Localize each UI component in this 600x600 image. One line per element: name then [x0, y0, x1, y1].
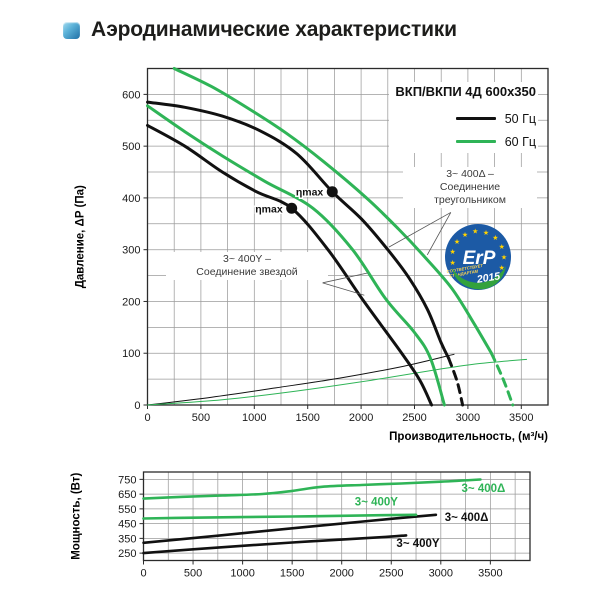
curve-dynamic-pressure-60hz [147, 358, 528, 406]
annotation-star-line2: Соединение звездой [196, 266, 298, 278]
legend-line-50hz-icon [455, 117, 496, 120]
x-tick-label: 1000 [242, 412, 266, 424]
erp-star-icon: ★ [483, 229, 489, 237]
erp-badge-name: ErP [463, 248, 496, 269]
curve-power-50hz-400delta [142, 513, 438, 545]
legend-title: ВКП/ВКПИ 4Д 600x350 [395, 84, 536, 99]
erp-leaf-icon [452, 266, 506, 290]
erp-badge-subtext1: СООТВЕТСТВУЕТ [446, 263, 484, 274]
page-title: Аэродинамические характеристики [91, 18, 457, 41]
y-axis-title: Мощность, (Вт) [71, 473, 83, 560]
x-tick-label: 3500 [478, 568, 502, 580]
y-axis-title: Давление, ΔP (Па) [75, 185, 87, 288]
curve-50hz-400delta-ext [447, 356, 465, 407]
curve-dynamic-pressure-50hz [147, 353, 455, 406]
eta-max-label: ηmax [296, 187, 324, 199]
curve-50hz-400y [146, 123, 434, 407]
x-tick-label: 500 [192, 412, 210, 424]
legend-item-50hz: 50 Гц [395, 107, 536, 130]
x-tick-label: 2500 [402, 412, 426, 424]
annotation-star-line1: 3~ 400Y – [223, 253, 271, 265]
erp-badge-circle [445, 224, 511, 290]
x-tick-label: 1000 [230, 568, 254, 580]
eta-max-point [286, 202, 298, 214]
curve-60hz-400y [146, 104, 446, 407]
y-tick-label: 550 [118, 504, 136, 516]
y-tick-label: 100 [122, 348, 140, 360]
power-chart: 0 500 1000 1500 2000 2500 3000 3500 250 350 450 550… [71, 471, 531, 580]
x-tick-label: 2500 [379, 568, 403, 580]
curve-label: 3~ 400Δ [462, 483, 506, 495]
y-tick-label: 250 [118, 548, 136, 560]
x-tick-label: 1500 [280, 568, 304, 580]
curve-power-60hz-400y [142, 513, 418, 520]
curve-60hz-400delta [172, 67, 493, 355]
y-tick-label: 750 [118, 474, 136, 486]
erp-star-icon: ★ [462, 231, 468, 239]
curve-50hz-400delta [146, 100, 451, 360]
annotation-leader-line [426, 212, 452, 256]
x-tick-label: 2000 [349, 412, 373, 424]
x-tick-label: 3500 [509, 412, 533, 424]
x-tick-label: 1500 [295, 412, 319, 424]
y-tick-label: 0 [134, 400, 140, 412]
x-tick-label: 3000 [429, 568, 453, 580]
curve-label: 3~ 400Y [396, 538, 439, 550]
y-tick-label: 350 [118, 533, 136, 545]
annotation-star-connection: 3~ 400Y – Соединение звездой [166, 252, 328, 280]
erp-2015-badge: ★ ★ ★ ★ ★ ★ ★ ★ ★ ★ ErP СООТВЕТСТВУЕТ СТ… [445, 224, 511, 290]
annotation-leader-line [322, 272, 368, 284]
erp-star-icon: ★ [492, 234, 498, 242]
annotation-delta-line1: 3~ 400Δ – [446, 168, 494, 180]
erp-badge-year: 2015 [475, 270, 501, 286]
legend-item-60hz: 60 Гц [395, 130, 536, 153]
y-tick-label: 300 [122, 245, 140, 257]
y-tick-label: 500 [122, 141, 140, 153]
legend-line-60hz-icon [455, 140, 496, 143]
page-header: Аэродинамические характеристики [63, 18, 457, 42]
y-tick-label: 600 [122, 89, 140, 101]
annotation-delta-line3: треугольником [434, 194, 506, 206]
y-tick-label: 200 [122, 296, 140, 308]
annotation-leader-line [322, 282, 365, 296]
plot-border [146, 67, 549, 406]
x-axis-title: Производительность, (м³/ч) [389, 431, 548, 443]
erp-star-icon: ★ [499, 264, 505, 272]
section-bullet-icon [63, 21, 80, 39]
annotation-leader-line [388, 212, 452, 248]
x-tick-label: 0 [144, 412, 150, 424]
plot-border [142, 471, 531, 562]
x-tick-label: 0 [140, 568, 146, 580]
x-tick-label: 500 [184, 568, 202, 580]
erp-star-icon: ★ [501, 254, 507, 262]
x-tick-label: 3000 [456, 412, 480, 424]
erp-star-icon: ★ [449, 259, 455, 267]
legend-label-60hz: 60 Гц [504, 134, 536, 149]
curve-label: 3~ 400Y [355, 496, 398, 508]
curve-60hz-400delta-ext [489, 351, 515, 407]
y-tick-label: 450 [118, 519, 136, 531]
y-tick-label: 400 [122, 193, 140, 205]
erp-star-icon: ★ [472, 228, 478, 236]
y-tick-label: 650 [118, 489, 136, 501]
annotation-delta-connection: 3~ 400Δ – Соединение треугольником [403, 167, 537, 208]
eta-max-label: ηmax [255, 203, 283, 215]
erp-star-icon: ★ [454, 238, 460, 246]
erp-star-icon: ★ [499, 243, 505, 251]
curve-power-60hz-400delta [142, 478, 482, 500]
chart-legend: ВКП/ВКПИ 4Д 600x350 50 Гц 60 Гц [389, 82, 538, 153]
erp-badge-subtext2: СТАНДАРТАМ [449, 268, 479, 278]
curve-power-50hz-400y [142, 534, 408, 555]
erp-star-icon: ★ [449, 248, 455, 256]
curve-label: 3~ 400Δ [445, 512, 489, 524]
x-tick-label: 2000 [329, 568, 353, 580]
annotation-delta-line2: Соединение [439, 181, 501, 193]
legend-label-50hz: 50 Гц [504, 111, 536, 126]
eta-max-point [326, 186, 338, 198]
